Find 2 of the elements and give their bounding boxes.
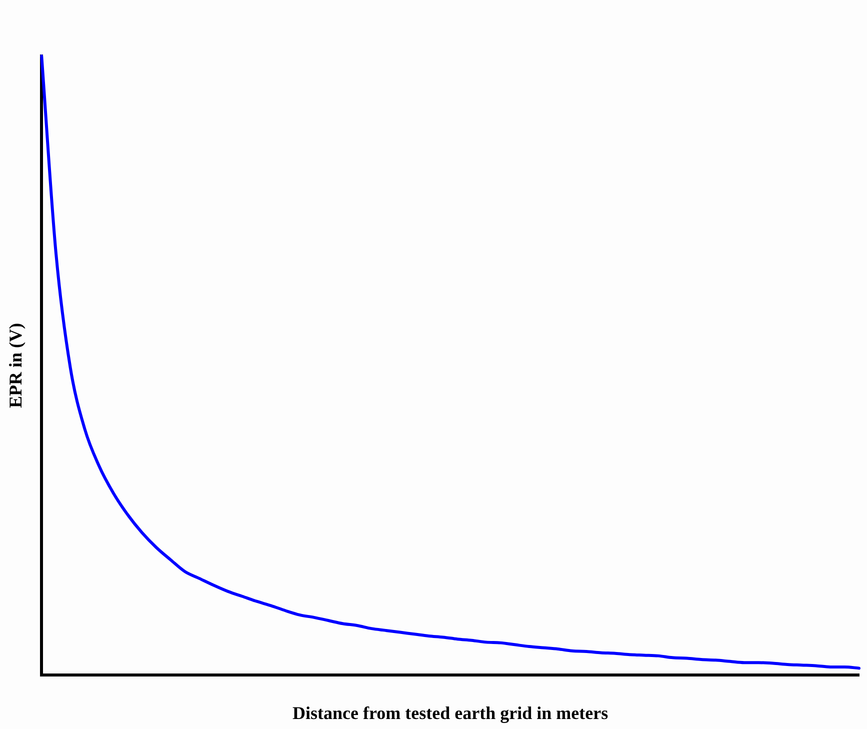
y-axis-title: EPR in (V) bbox=[5, 322, 26, 408]
x-axis-title: Distance from tested earth grid in meters bbox=[292, 702, 608, 723]
